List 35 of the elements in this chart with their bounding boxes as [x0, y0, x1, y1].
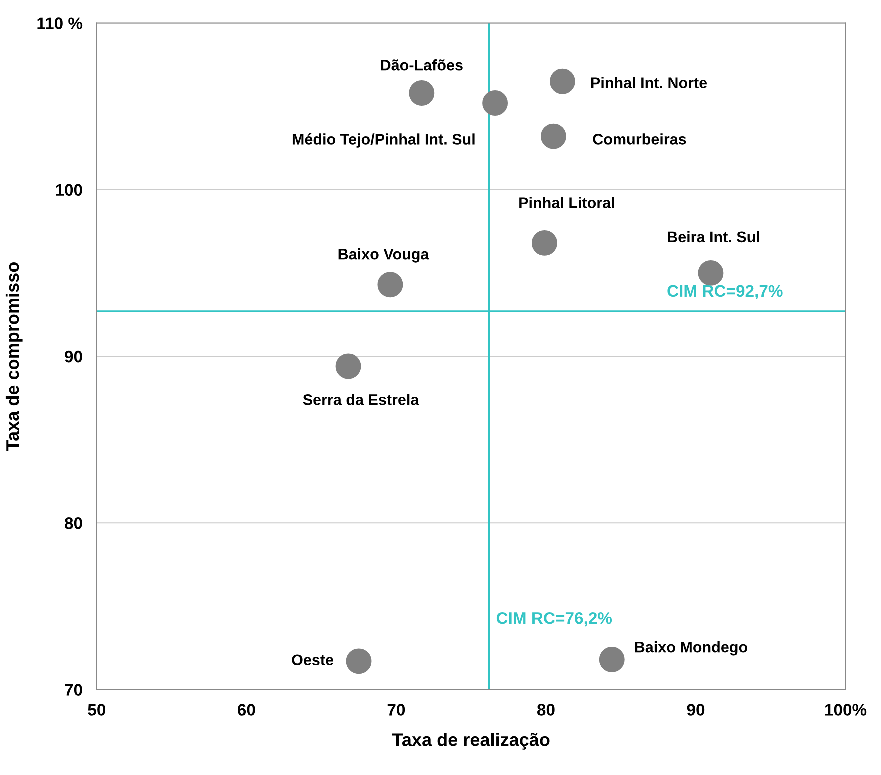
point	[346, 648, 372, 674]
annotation: Beira Int. Sul	[668, 231, 760, 243]
x-axis-title: Taxa de realização	[392, 733, 550, 750]
point	[336, 354, 362, 380]
point	[550, 68, 576, 94]
point	[482, 90, 508, 116]
annotation: Oeste	[292, 654, 334, 666]
x-tick-label: 50	[88, 704, 106, 716]
annotation: Baixo Mondego	[635, 641, 748, 656]
point	[599, 647, 625, 672]
x-tick-label: 90	[687, 704, 705, 716]
ref-line-label: CIM RC=76,2%	[496, 612, 612, 627]
x-tick-label: 80	[537, 704, 555, 716]
annotation: Médio Tejo/Pinhal Int. Sul	[292, 134, 475, 148]
annotation: Comurbeiras	[593, 134, 686, 145]
annotation: Pinhal Int. Norte	[591, 77, 708, 88]
point	[532, 230, 558, 256]
point	[409, 80, 435, 106]
y-tick-label: 70	[65, 684, 82, 696]
x-tick-label: 70	[388, 704, 406, 716]
point	[698, 260, 724, 286]
y-tick-label: 90	[65, 350, 82, 363]
annotation: Dão-Lafões	[381, 60, 463, 71]
x-tick-label: 60	[238, 704, 256, 716]
annotation: Serra da Estrela	[303, 394, 420, 406]
y-tick-label: 80	[65, 518, 82, 530]
annotation: Baixo Vouga	[338, 248, 430, 263]
annotation: Pinhal Litoral	[520, 197, 614, 208]
ref-line-label: CIM RC=92,7%	[668, 285, 783, 300]
point	[378, 272, 404, 298]
y-tick-label: 110 %	[38, 18, 83, 30]
y-axis-title: Taxa de compromisso	[6, 262, 23, 451]
x-tick-label: 100%	[825, 704, 867, 716]
y-tick-label: 100	[56, 184, 82, 196]
point	[540, 124, 566, 150]
